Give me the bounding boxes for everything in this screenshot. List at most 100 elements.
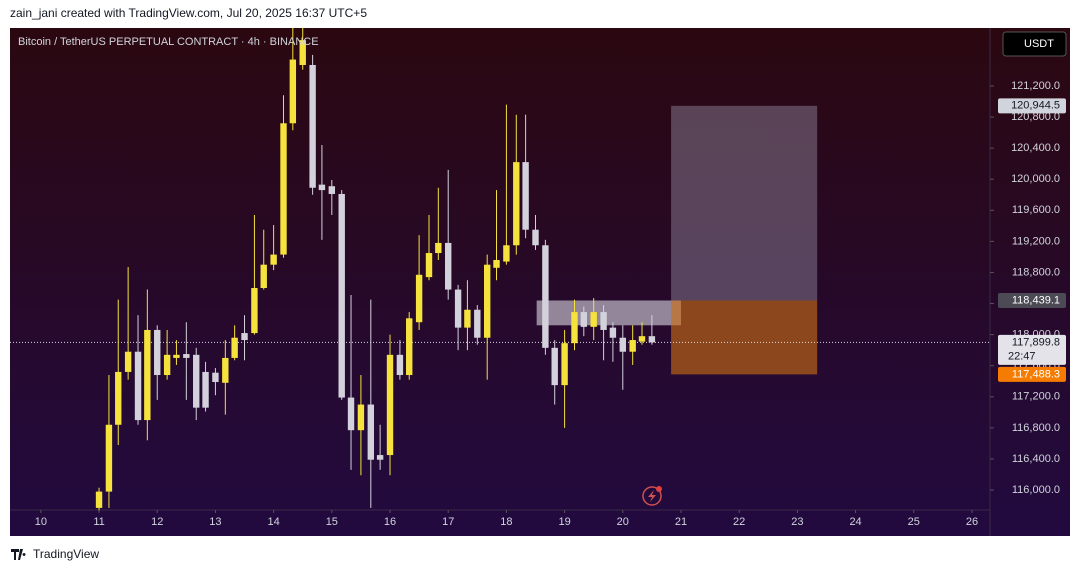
header: zain_jani created with TradingView.com, …	[10, 6, 367, 20]
candle-body	[202, 371, 209, 408]
candle-body	[367, 404, 375, 460]
candle-body	[600, 312, 607, 330]
candle-body	[328, 186, 336, 194]
candle-body	[154, 329, 161, 376]
candle-body	[115, 371, 122, 425]
candle-body	[542, 245, 549, 348]
y-tick-label: 119,200.0	[1012, 235, 1060, 247]
x-tick-label: 23	[791, 516, 803, 528]
candle-body	[193, 354, 200, 408]
candle-body	[299, 40, 306, 65]
x-tick-label: 26	[966, 516, 978, 528]
y-tick-label: 119,600.0	[1012, 204, 1060, 216]
x-tick-label: 16	[384, 516, 396, 528]
candle-body	[619, 337, 626, 352]
y-tick-label: 120,400.0	[1011, 142, 1060, 154]
currency-label[interactable]: USDT	[1024, 38, 1054, 50]
candle-body	[503, 245, 510, 262]
stop-area	[671, 300, 818, 375]
y-tick-label: 120,800.0	[1011, 111, 1060, 123]
candle-body	[105, 424, 113, 492]
y-tick-label: 118,800.0	[1012, 266, 1060, 278]
entry-badge	[998, 293, 1066, 309]
x-tick-label: 24	[849, 516, 861, 528]
candle-body	[435, 242, 442, 254]
x-tick-label: 22	[733, 516, 745, 528]
candle-body	[386, 354, 394, 456]
tradingview-logo	[11, 549, 26, 560]
y-tick-label: 116,000.0	[1012, 484, 1060, 496]
candle-body	[532, 229, 539, 246]
candle-body	[347, 397, 355, 431]
candle-body	[231, 337, 238, 358]
candle-body	[638, 336, 646, 342]
candle-body	[338, 193, 345, 398]
candle-body	[590, 312, 597, 327]
x-tick-label: 18	[500, 516, 512, 528]
candle-body	[561, 343, 568, 386]
x-tick-label: 17	[442, 516, 454, 528]
candle-body	[124, 351, 132, 372]
candle-body	[406, 318, 413, 376]
candle-body	[474, 309, 481, 338]
candle-body	[163, 354, 171, 376]
candle-body	[425, 253, 433, 278]
candle-body	[173, 354, 180, 358]
footer: TradingView	[33, 547, 99, 561]
chart-title: Bitcoin / TetherUS PERPETUAL CONTRACT · …	[18, 36, 319, 48]
candle-body	[251, 287, 258, 334]
candle-body	[309, 64, 316, 188]
x-tick-label: 13	[209, 516, 221, 528]
candle-body	[376, 455, 384, 460]
highlight-zone	[536, 300, 681, 326]
candle-body	[648, 336, 656, 343]
x-tick-label: 14	[267, 516, 279, 528]
x-tick-label: 12	[151, 516, 163, 528]
candle-body	[580, 312, 588, 327]
candle-body	[609, 327, 617, 338]
marks	[10, 27, 994, 513]
stop-badge	[998, 366, 1066, 382]
candle-body	[396, 354, 404, 376]
candle-body	[289, 59, 297, 124]
x-tick-label: 10	[35, 516, 47, 528]
candle-body	[241, 333, 248, 341]
candle-body	[134, 351, 142, 421]
candle-body	[357, 404, 365, 431]
candle-body	[483, 264, 491, 338]
x-tick-label: 15	[326, 516, 338, 528]
y-tick-label: 121,200.0	[1011, 80, 1060, 92]
candle-body	[522, 162, 529, 230]
target-badge	[998, 98, 1066, 114]
candle-body	[222, 357, 229, 383]
y-tick-label: 117,200.0	[1012, 391, 1060, 403]
candle-body	[454, 289, 462, 328]
x-tick-label: 20	[617, 516, 629, 528]
candle-body	[260, 264, 267, 288]
candle-body	[464, 309, 471, 328]
target-label: 120,944.5	[1011, 100, 1060, 112]
currency-button[interactable]	[1002, 31, 1067, 57]
candle-body	[95, 491, 103, 508]
y-tick-label: 116,800.0	[1012, 422, 1060, 434]
candle-body	[445, 242, 452, 290]
x-tick-label: 21	[675, 516, 687, 528]
candle-body	[280, 123, 287, 255]
stop-label: 117,488.3	[1012, 368, 1060, 380]
candle-body	[513, 162, 520, 246]
candle-body	[571, 312, 578, 344]
x-tick-label: 25	[908, 516, 920, 528]
y-tick-label: 120,000.0	[1011, 173, 1060, 185]
x-tick-label: 19	[558, 516, 570, 528]
alert-icon[interactable]	[642, 486, 662, 506]
candle-body	[212, 372, 219, 383]
x-tick-label: 11	[93, 516, 104, 528]
y-tick-label: 116,400.0	[1012, 453, 1060, 465]
candle-body	[493, 260, 500, 268]
chart-background	[10, 28, 1070, 536]
candle-body	[144, 329, 151, 421]
candle-body	[551, 347, 558, 386]
candle-body	[318, 184, 326, 191]
